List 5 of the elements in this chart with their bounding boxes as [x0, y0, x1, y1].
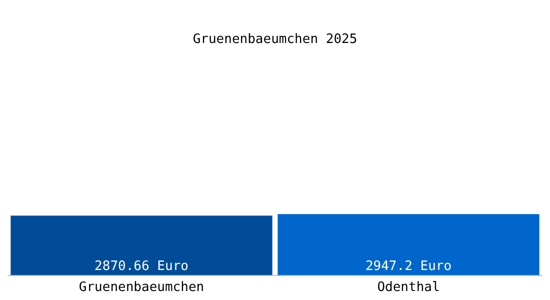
- chart-title: Gruenenbaeumchen 2025: [192, 32, 358, 47]
- x-tick-label: Odenthal: [377, 280, 440, 295]
- data-label: 2947.2 Euro: [365, 259, 452, 274]
- data-label: 2870.66 Euro: [94, 259, 188, 274]
- x-tick-label: Gruenenbaeumchen: [78, 280, 204, 295]
